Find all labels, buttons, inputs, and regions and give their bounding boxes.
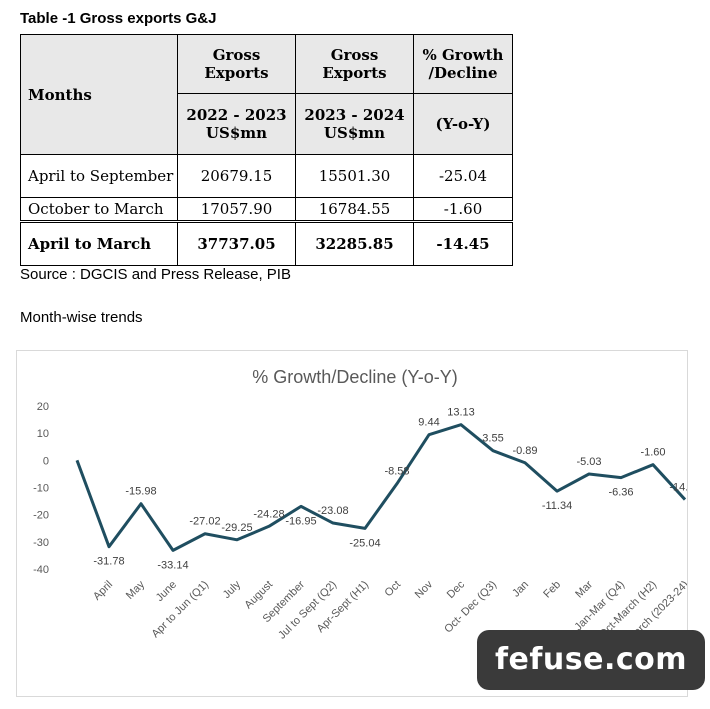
y-tick-label: -20 xyxy=(33,510,49,522)
row-period: April to September xyxy=(20,154,178,198)
row-value-2324: 15501.30 xyxy=(295,154,414,198)
x-tick-label: July xyxy=(221,578,244,601)
data-label: -8.58 xyxy=(384,466,409,478)
x-tick-label: Oct xyxy=(383,579,404,600)
x-tick-label: Mar xyxy=(573,578,595,600)
x-tick-label: Feb xyxy=(541,579,563,601)
row-value-2223: 37737.05 xyxy=(177,221,296,266)
data-label: -33.14 xyxy=(157,559,188,571)
row-period: April to March xyxy=(20,221,178,266)
data-label: -29.25 xyxy=(221,522,252,534)
row-value-2223: 20679.15 xyxy=(177,154,296,198)
series-line xyxy=(75,423,687,552)
table-row: October to March 17057.90 16784.55 -1.60 xyxy=(20,197,513,223)
data-label: 3.55 xyxy=(482,433,503,445)
data-label: -31.78 xyxy=(93,556,124,568)
data-label: -25.04 xyxy=(349,537,380,549)
header-gross-exports-2223: Gross Exports xyxy=(177,34,296,94)
source-note: Source : DGCIS and Press Release, PIB xyxy=(20,266,291,283)
x-tick-label: Jan xyxy=(510,579,531,600)
data-label: -1.60 xyxy=(640,447,665,459)
header-growth: % Growth /Decline xyxy=(413,34,513,94)
data-label: -6.36 xyxy=(608,487,633,499)
data-label: -15.98 xyxy=(125,486,156,498)
gross-exports-table: Months Gross Exports Gross Exports % Gro… xyxy=(20,34,513,266)
x-tick-label: June xyxy=(154,579,179,604)
chart-title: % Growth/Decline (Y-o-Y) xyxy=(252,367,457,387)
x-tick-label: April xyxy=(91,579,115,603)
data-label: -24.28 xyxy=(253,508,284,520)
header-year-2223: 2022 - 2023 US$mn xyxy=(177,93,296,155)
row-value-2324: 16784.55 xyxy=(295,197,414,223)
x-tick-label: May xyxy=(124,578,148,602)
row-growth: -14.45 xyxy=(413,221,513,266)
y-tick-label: 20 xyxy=(37,401,49,413)
data-label: -23.08 xyxy=(317,505,348,517)
y-tick-label: 0 xyxy=(43,455,49,467)
header-year-2324: 2023 - 2024 US$mn xyxy=(295,93,414,155)
data-label: -5.03 xyxy=(576,456,601,468)
y-tick-label: -40 xyxy=(33,564,49,576)
y-tick-label: -30 xyxy=(33,537,49,549)
data-label: -0.89 xyxy=(512,445,537,457)
data-label: 9.44 xyxy=(418,417,439,429)
row-value-2223: 17057.90 xyxy=(177,197,296,223)
header-months: Months xyxy=(20,34,178,155)
row-value-2324: 32285.85 xyxy=(295,221,414,266)
header-yoy: (Y-o-Y) xyxy=(413,93,513,155)
section-heading: Month-wise trends xyxy=(20,309,143,326)
header-gross-exports-2324: Gross Exports xyxy=(295,34,414,94)
data-label: -11.34 xyxy=(542,500,572,512)
table-row: April to September 20679.15 15501.30 -25… xyxy=(20,154,513,198)
watermark-logo: fefuse.com xyxy=(477,630,705,690)
x-tick-label: Nov xyxy=(413,578,436,601)
data-label: -14.44 xyxy=(669,482,687,494)
row-growth: -25.04 xyxy=(413,154,513,198)
row-growth: -1.60 xyxy=(413,197,513,223)
y-tick-label: 10 xyxy=(37,428,49,440)
x-tick-label: Jul to Sept (Q2) xyxy=(276,579,339,642)
x-tick-label: Dec xyxy=(445,578,468,601)
row-period: October to March xyxy=(20,197,178,223)
data-label: -27.02 xyxy=(189,516,220,528)
data-label: 13.13 xyxy=(447,407,475,419)
x-tick-label: Apr to Jun (Q1) xyxy=(149,579,211,641)
table-title: Table -1 Gross exports G&J xyxy=(20,10,217,27)
y-tick-label: -10 xyxy=(33,483,49,495)
data-label: -16.95 xyxy=(285,515,316,527)
table-row-total: April to March 37737.05 32285.85 -14.45 xyxy=(20,221,513,266)
line-chart: % Growth/Decline (Y-o-Y) -40 -30 -20 -10 0 10… xyxy=(16,350,688,697)
